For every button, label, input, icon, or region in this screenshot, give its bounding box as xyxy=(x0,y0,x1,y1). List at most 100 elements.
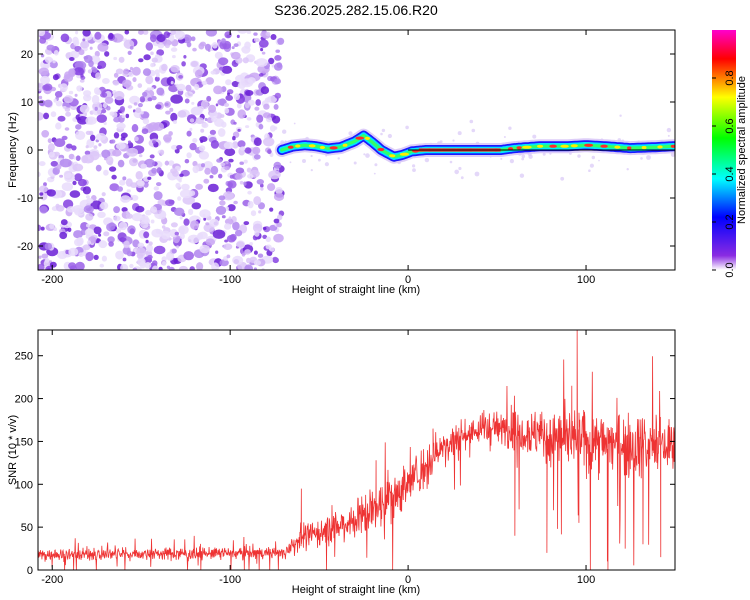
noise-blob xyxy=(196,262,204,270)
x-tick-label: -200 xyxy=(41,574,63,586)
speck xyxy=(373,172,376,175)
noise-blob xyxy=(111,174,117,180)
noise-blob xyxy=(43,182,47,187)
noise-blob xyxy=(198,42,205,50)
noise-blob xyxy=(215,205,227,215)
noise-blob xyxy=(50,160,58,167)
speck xyxy=(528,154,533,159)
noise-blob xyxy=(210,165,219,175)
noise-blob xyxy=(201,80,208,86)
noise-blob xyxy=(277,214,283,221)
noise-blob xyxy=(259,73,264,77)
noise-blob xyxy=(192,138,198,143)
noise-blob xyxy=(169,228,178,238)
noise-blob xyxy=(82,38,86,42)
noise-blob xyxy=(118,221,128,231)
noise-blob xyxy=(221,215,226,219)
noise-blob xyxy=(76,237,84,246)
colorbar-tick-label: 0.8 xyxy=(724,70,736,85)
noise-blob xyxy=(144,158,156,168)
noise-blob xyxy=(161,230,171,240)
noise-blob xyxy=(46,189,56,197)
noise-blob xyxy=(152,140,157,144)
speck xyxy=(460,176,464,180)
noise-blob xyxy=(244,264,253,270)
noise-blob xyxy=(210,70,216,75)
noise-blob xyxy=(223,141,234,150)
noise-blob xyxy=(38,171,41,177)
noise-blob xyxy=(156,167,162,174)
noise-blob xyxy=(183,55,187,59)
noise-blob xyxy=(98,240,108,249)
noise-blob xyxy=(204,167,211,175)
noise-blob xyxy=(155,104,162,110)
noise-blob xyxy=(140,163,147,169)
noise-blob xyxy=(149,154,155,159)
noise-blob xyxy=(118,56,125,63)
noise-blob xyxy=(133,102,138,106)
noise-blob xyxy=(170,65,180,73)
noise-blob xyxy=(82,186,91,195)
noise-blob xyxy=(174,231,179,236)
noise-blob xyxy=(199,136,208,143)
noise-blob xyxy=(225,94,233,101)
noise-blob xyxy=(184,91,194,98)
noise-blob xyxy=(149,87,155,91)
noise-blob xyxy=(53,138,66,148)
noise-blob xyxy=(250,210,257,217)
noise-blob xyxy=(200,99,209,110)
noise-blob xyxy=(38,95,43,100)
noise-blob xyxy=(128,71,134,77)
noise-blob xyxy=(38,30,46,37)
noise-blob xyxy=(90,134,96,141)
y-tick-label: 20 xyxy=(21,49,33,61)
noise-blob xyxy=(253,267,257,270)
speck xyxy=(509,159,514,164)
noise-blob xyxy=(165,199,175,207)
noise-blob xyxy=(117,186,123,192)
noise-blob xyxy=(63,95,74,104)
noise-blob xyxy=(123,68,130,75)
noise-blob xyxy=(67,227,72,233)
noise-blob xyxy=(176,83,186,92)
noise-blob xyxy=(163,31,170,39)
noise-blob xyxy=(113,206,120,214)
noise-blob xyxy=(40,54,45,58)
noise-blob xyxy=(95,72,102,80)
noise-blob xyxy=(38,224,42,231)
noise-blob xyxy=(72,163,84,172)
noise-blob xyxy=(153,245,166,255)
noise-blob xyxy=(260,48,264,52)
noise-blob xyxy=(77,116,89,125)
noise-blob xyxy=(38,185,48,193)
speck xyxy=(363,153,366,156)
noise-blob xyxy=(268,57,275,65)
noise-blob xyxy=(59,174,64,178)
noise-blob xyxy=(132,77,137,83)
noise-blob xyxy=(145,75,154,85)
noise-blob xyxy=(115,142,126,150)
noise-blob xyxy=(59,83,68,92)
noise-blob xyxy=(244,41,251,49)
noise-blob xyxy=(131,213,143,222)
noise-blob xyxy=(113,72,119,78)
noise-blob xyxy=(84,150,91,156)
noise-blob xyxy=(145,42,153,51)
noise-blob xyxy=(137,180,145,187)
y-tick-label: 200 xyxy=(15,394,33,406)
noise-blob xyxy=(231,80,240,88)
noise-blob xyxy=(270,34,277,40)
noise-blob xyxy=(143,54,151,61)
noise-blob xyxy=(74,60,87,70)
noise-blob xyxy=(156,182,162,187)
noise-blob xyxy=(80,73,84,78)
noise-blob xyxy=(139,261,146,269)
noise-blob xyxy=(49,261,57,268)
noise-blob xyxy=(82,244,91,251)
noise-blob xyxy=(71,145,77,151)
noise-blob xyxy=(61,182,74,192)
noise-blob xyxy=(131,124,139,133)
noise-blob xyxy=(73,230,83,239)
noise-blob xyxy=(224,31,232,39)
